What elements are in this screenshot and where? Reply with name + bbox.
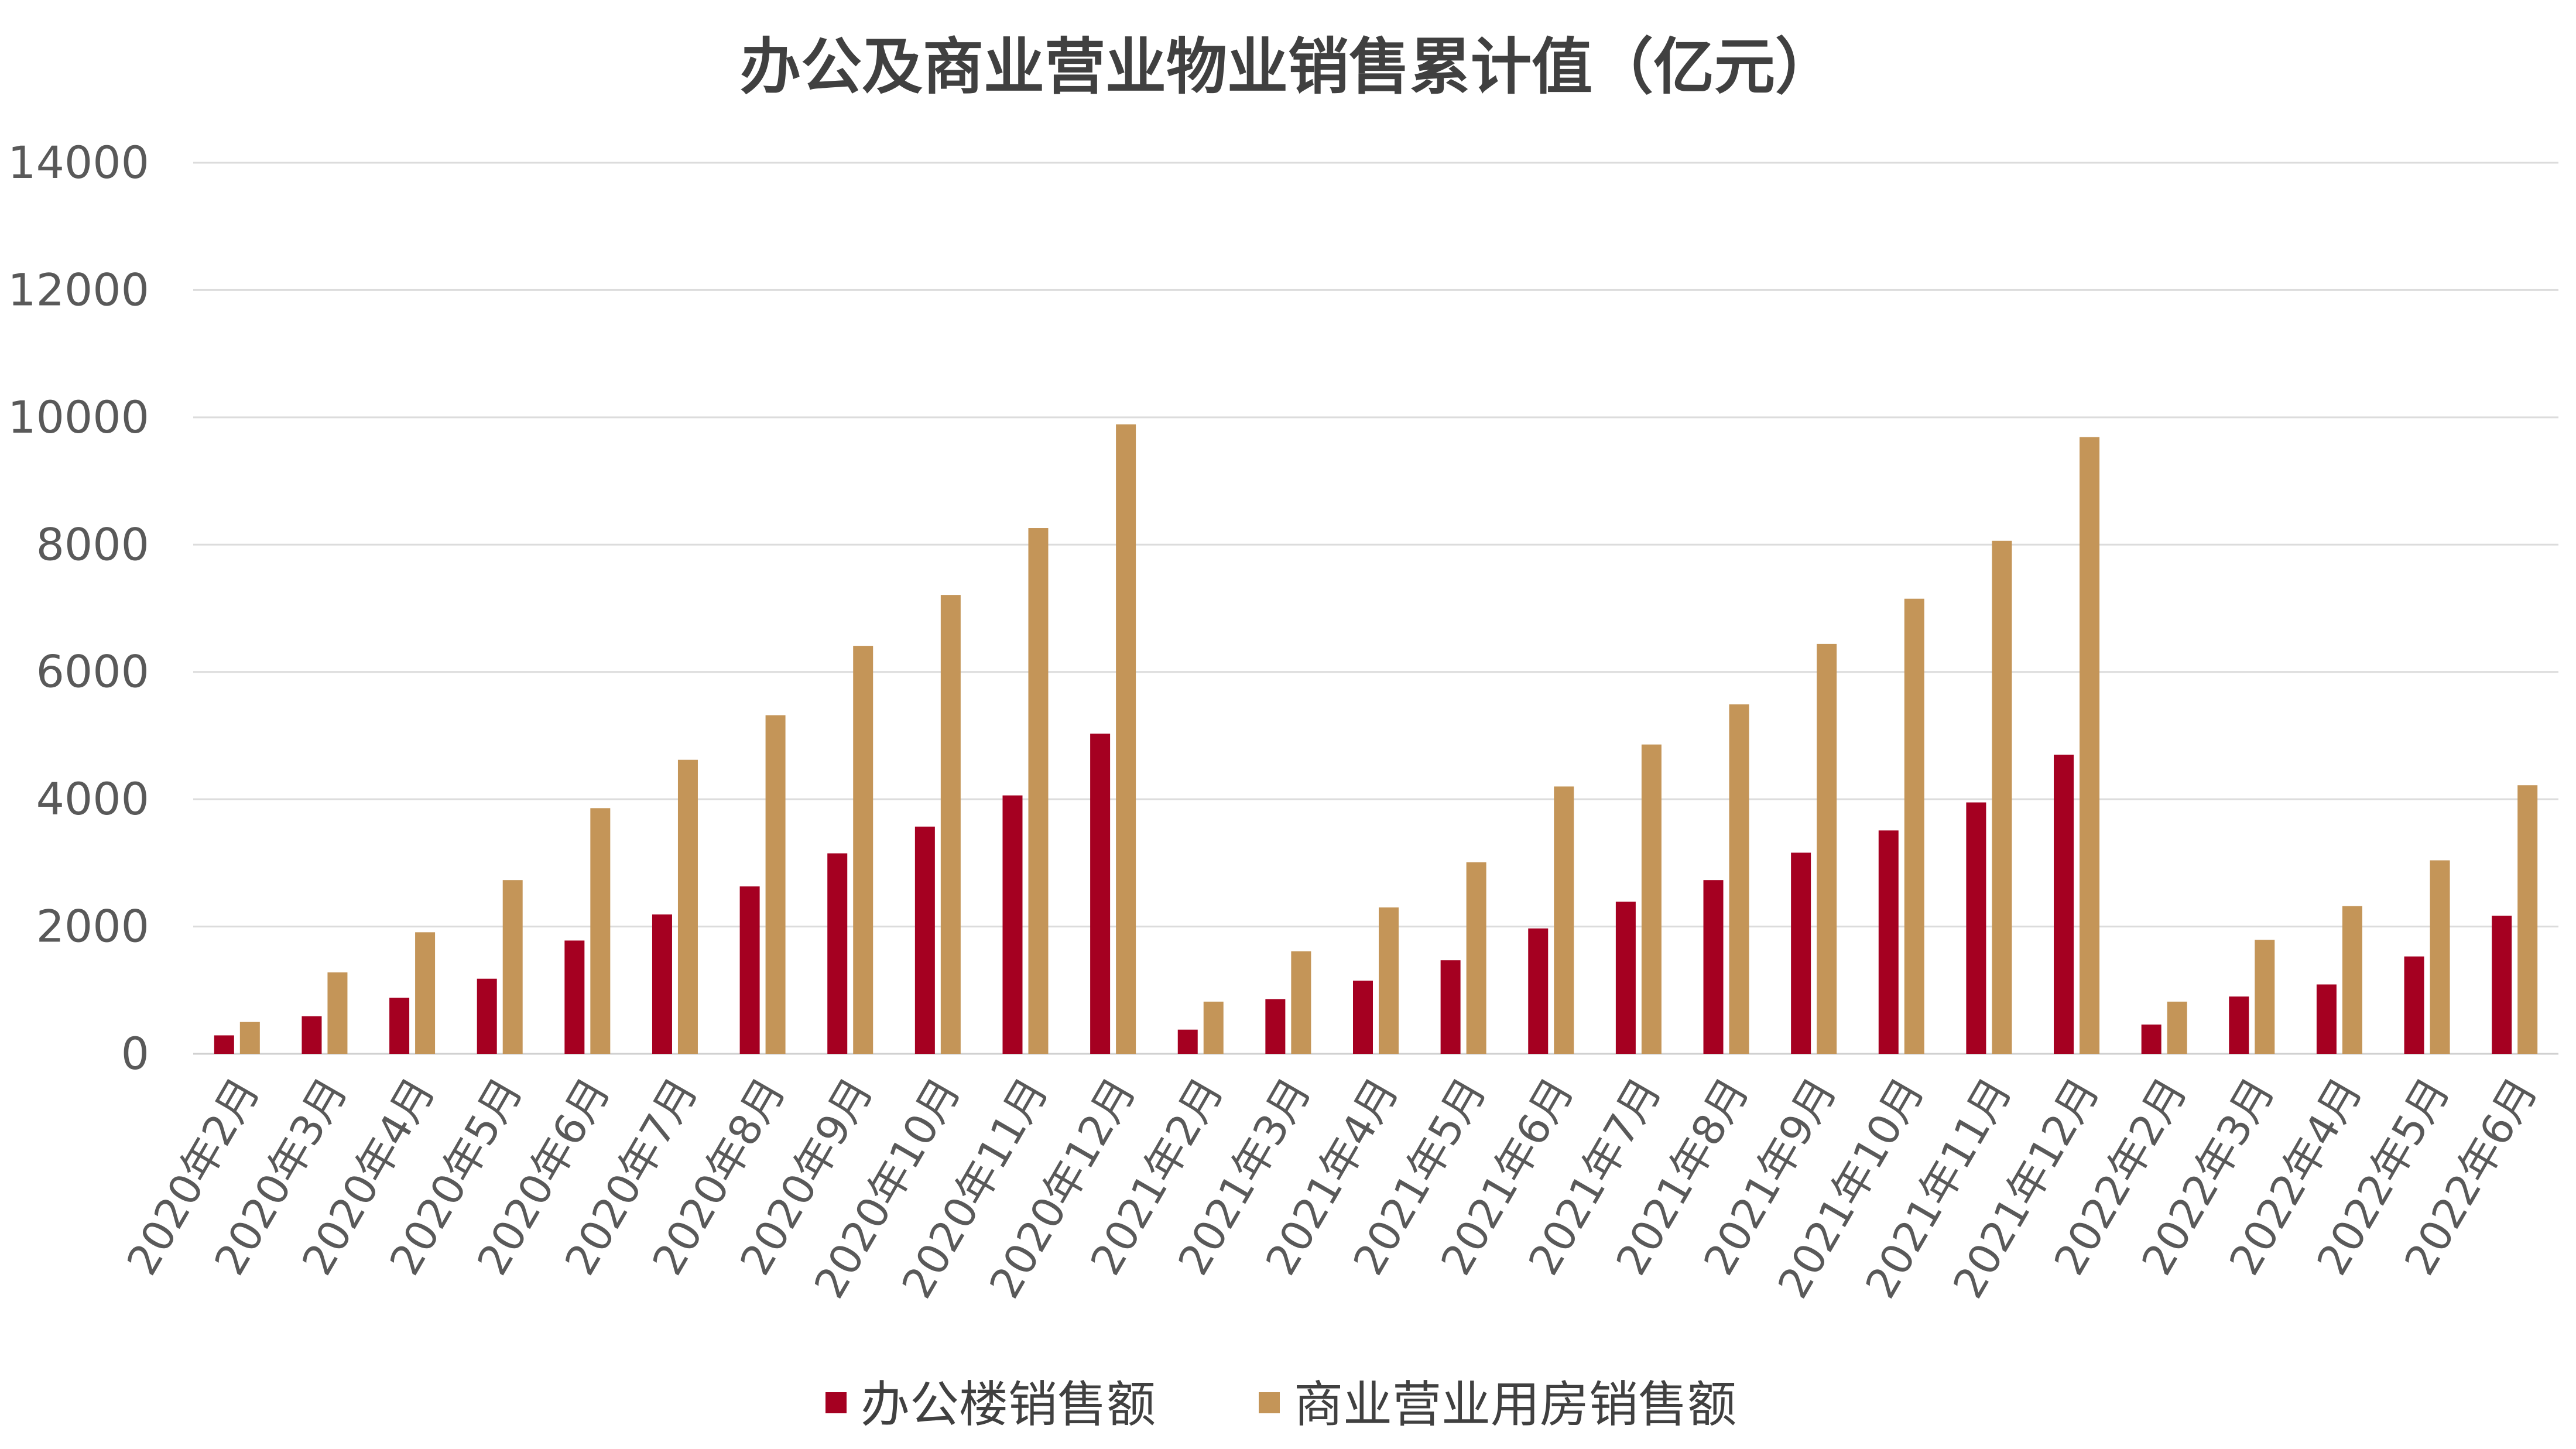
bar-commercial — [2430, 860, 2450, 1054]
bar-commercial — [590, 808, 611, 1054]
bar-commercial — [2342, 906, 2362, 1054]
bar-office — [1966, 802, 1986, 1054]
bar-office — [1177, 1029, 1198, 1054]
bar-office — [1703, 880, 1724, 1054]
bar-office — [564, 940, 585, 1054]
bar-commercial — [2080, 437, 2100, 1054]
bar-office — [1440, 960, 1461, 1054]
bar-commercial — [415, 932, 436, 1054]
bars — [214, 424, 2538, 1054]
legend-label: 办公楼销售额 — [861, 1376, 1156, 1433]
bar-commercial — [940, 595, 961, 1054]
legend-swatch — [825, 1392, 847, 1413]
bar-office — [1878, 830, 1899, 1054]
bar-commercial — [1992, 540, 2012, 1054]
bar-office — [739, 886, 760, 1054]
bar-commercial — [1817, 643, 1837, 1054]
y-tick-label: 0 — [121, 1027, 149, 1080]
y-tick-label: 10000 — [8, 391, 149, 443]
bar-office — [2054, 755, 2074, 1054]
y-tick-label: 8000 — [36, 518, 149, 570]
bar-office — [827, 853, 848, 1054]
y-tick-label: 4000 — [36, 773, 149, 825]
bar-office — [2404, 956, 2424, 1054]
bar-commercial — [1554, 786, 1574, 1054]
bar-office — [1090, 734, 1111, 1054]
bar-commercial — [239, 1022, 260, 1054]
bar-commercial — [327, 972, 348, 1054]
bar-office — [1615, 902, 1636, 1054]
bar-commercial — [502, 880, 523, 1054]
bar-office — [214, 1035, 234, 1054]
y-tick-label: 14000 — [8, 136, 149, 189]
chart-title: 办公及商业营业物业销售累计值（亿元） — [740, 31, 1836, 102]
y-tick-label: 6000 — [36, 646, 149, 698]
bar-commercial — [2255, 940, 2275, 1054]
bar-commercial — [2167, 1001, 2187, 1054]
bar-office — [2141, 1024, 2161, 1054]
bar-office — [2492, 916, 2512, 1054]
bar-office — [914, 826, 935, 1054]
bar-office — [1528, 928, 1549, 1054]
x-axis: 2020年2月2020年3月2020年4月2020年5月2020年6月2020年… — [117, 1069, 2547, 1306]
bar-commercial — [1028, 528, 1049, 1054]
y-axis: 0 2000 4000 6000 8000 10000 12000 14000 — [8, 136, 149, 1080]
bar-commercial — [1466, 862, 1486, 1054]
bar-commercial — [1116, 424, 1136, 1054]
legend-swatch — [1259, 1392, 1280, 1413]
bar-office — [1265, 999, 1286, 1054]
bar-office — [1791, 852, 1811, 1054]
gridlines — [193, 162, 2558, 1055]
bar-office — [302, 1016, 322, 1054]
bar-commercial — [1203, 1001, 1224, 1054]
bar-commercial — [765, 715, 786, 1054]
bar-office — [389, 998, 410, 1054]
bar-office — [1002, 795, 1023, 1054]
bar-office — [477, 978, 497, 1054]
bar-commercial — [1641, 744, 1662, 1054]
bar-commercial — [1291, 951, 1311, 1054]
bar-commercial — [1379, 907, 1399, 1054]
bar-office — [2316, 984, 2337, 1054]
bar-office — [652, 914, 672, 1054]
bar-office — [1353, 980, 1373, 1054]
bar-commercial — [853, 646, 873, 1054]
bar-commercial — [1729, 704, 1749, 1054]
y-tick-label: 12000 — [8, 263, 149, 316]
bar-office — [2229, 996, 2249, 1054]
bar-commercial — [1904, 598, 1924, 1054]
bar-commercial — [2517, 785, 2538, 1054]
y-tick-label: 2000 — [36, 900, 149, 953]
bar-commercial — [677, 759, 698, 1054]
legend: 办公楼销售额 商业营业用房销售额 — [825, 1376, 1736, 1433]
legend-label: 商业营业用房销售额 — [1294, 1376, 1736, 1433]
